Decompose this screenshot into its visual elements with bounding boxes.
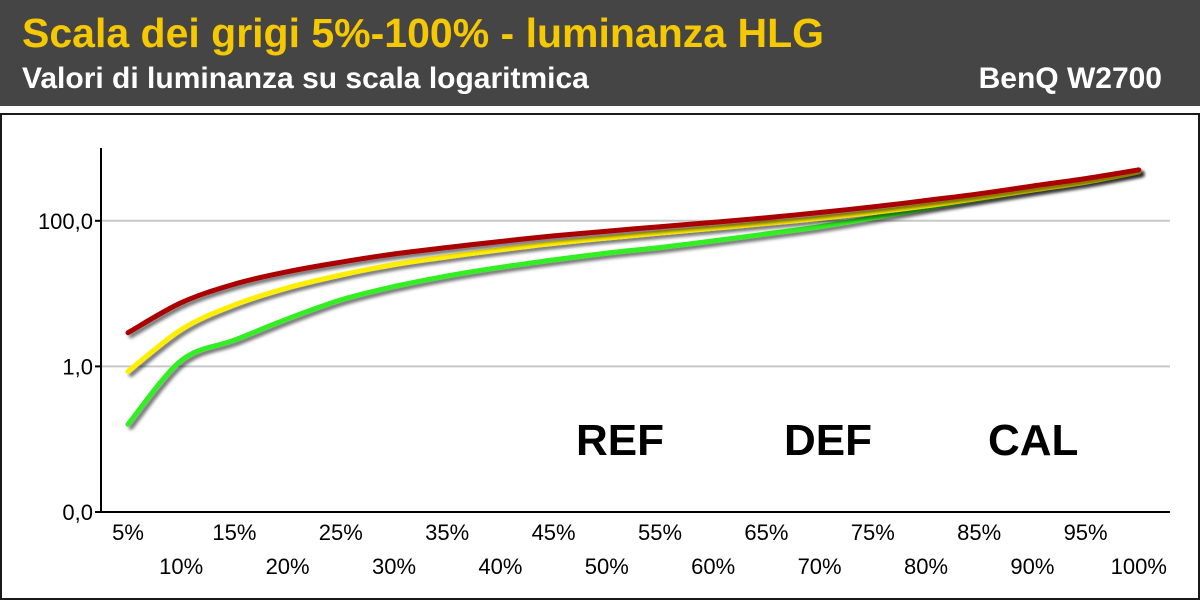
x-tick-label: 90% bbox=[1010, 554, 1054, 579]
x-tick-label: 45% bbox=[532, 520, 576, 545]
legend-label: REF bbox=[576, 416, 664, 465]
x-tick-labels: 5% 10% 15% 20% 25% 30% 35% 40% 45% 50% 55% 60% 65% 70… bbox=[112, 520, 1167, 579]
y-tick-label: 0,0 bbox=[62, 500, 93, 525]
x-tick-label: 40% bbox=[478, 554, 522, 579]
x-tick-label: 10% bbox=[159, 554, 203, 579]
x-tick-label: 75% bbox=[851, 520, 895, 545]
y-tick-label: 100,0 bbox=[38, 209, 93, 234]
x-tick-label: 20% bbox=[266, 554, 310, 579]
x-tick-label: 30% bbox=[372, 554, 416, 579]
chart-title: Scala dei grigi 5%-100% - luminanza HLG bbox=[22, 10, 825, 56]
y-tick-label: 1,0 bbox=[62, 354, 93, 379]
x-tick-label: 85% bbox=[957, 520, 1001, 545]
legend-item-ref: REF bbox=[545, 416, 664, 465]
x-tick-label: 15% bbox=[212, 520, 256, 545]
x-tick-label: 65% bbox=[744, 520, 788, 545]
series-line-cal bbox=[125, 167, 1142, 336]
legend-label: CAL bbox=[988, 416, 1078, 465]
series-line-def bbox=[125, 169, 1142, 374]
legend-item-cal: CAL bbox=[957, 416, 1078, 465]
chart-subtitle: Valori di luminanza su scala logaritmica bbox=[22, 62, 589, 95]
x-tick-label: 5% bbox=[112, 520, 144, 545]
x-tick-label: 95% bbox=[1064, 520, 1108, 545]
device-label: BenQ W2700 bbox=[978, 62, 1162, 95]
legend-label: DEF bbox=[784, 416, 872, 465]
series-line-ref bbox=[125, 168, 1142, 427]
x-tick-label: 70% bbox=[798, 554, 842, 579]
legend: REF DEF CAL bbox=[545, 416, 1078, 465]
chart-header: Scala dei grigi 5%-100% - luminanza HLG … bbox=[0, 0, 1200, 106]
x-tick-label: 35% bbox=[425, 520, 469, 545]
x-tick-label: 55% bbox=[638, 520, 682, 545]
axes bbox=[95, 148, 1170, 513]
x-tick-label: 80% bbox=[904, 554, 948, 579]
x-tick-label: 100% bbox=[1111, 554, 1167, 579]
x-tick-label: 50% bbox=[585, 554, 629, 579]
y-tick-labels: 0,0 1,0 100,0 bbox=[38, 209, 93, 525]
legend-item-def: DEF bbox=[753, 416, 872, 465]
x-tick-label: 60% bbox=[691, 554, 735, 579]
grid-lines bbox=[101, 219, 1170, 368]
x-tick-label: 25% bbox=[319, 520, 363, 545]
series-lines bbox=[125, 167, 1142, 427]
